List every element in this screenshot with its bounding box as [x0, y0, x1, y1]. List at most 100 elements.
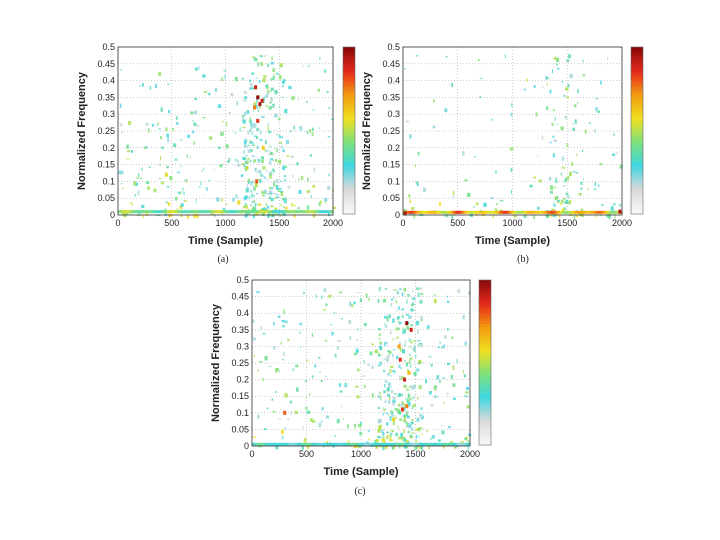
- y-tick-label: 0.3: [236, 341, 249, 351]
- y-tick-label: 0.25: [97, 126, 115, 136]
- hotspot: [397, 344, 401, 349]
- panel-caption: (b): [517, 254, 529, 265]
- y-tick-label: 0.3: [102, 109, 115, 119]
- hotspots: [283, 321, 413, 422]
- y-tick-label: 0.35: [382, 92, 400, 102]
- panel-caption: (c): [354, 486, 365, 497]
- hotspot: [283, 410, 287, 415]
- axes-frame: [117, 46, 334, 216]
- y-tick-label: 0.35: [97, 92, 115, 102]
- hotspot: [403, 211, 407, 216]
- x-tick-labels: 0 500 1000 1500 2000: [115, 218, 343, 228]
- hotspot: [261, 145, 265, 150]
- y-tick-label: 0.35: [231, 325, 249, 335]
- y-tick-label: 0.2: [102, 143, 115, 153]
- y-tick-label: 0.5: [236, 275, 249, 285]
- y-tick-label: 0.2: [236, 375, 249, 385]
- y-axis-label: Normalized Frequency: [76, 71, 88, 190]
- panel-0: 0 500 1000 1500 2000 0 0.05 0.1 0.15 0.2 0.25 0.3 0.…: [76, 42, 356, 265]
- x-tick-label: 1000: [215, 218, 235, 228]
- spectrum-texture: [118, 54, 336, 219]
- hotspot: [403, 377, 407, 382]
- y-tick-label: 0.45: [231, 292, 249, 302]
- y-tick-label: 0: [110, 210, 115, 220]
- y-tick-label: 0.15: [231, 391, 249, 401]
- y-tick-label: 0.05: [382, 193, 400, 203]
- hotspot: [400, 407, 404, 412]
- x-tick-labels: 0 500 1000 1500 2000: [249, 449, 480, 459]
- hotspot: [253, 105, 257, 110]
- x-axis-label: Time (Sample): [475, 235, 550, 247]
- baseline-band: [403, 210, 623, 214]
- hotspot: [256, 118, 260, 123]
- y-tick-label: 0: [244, 441, 249, 451]
- hotspot: [258, 102, 262, 107]
- y-tick-label: 0.5: [387, 42, 400, 52]
- x-tick-label: 0: [400, 218, 405, 228]
- hotspot: [554, 196, 558, 201]
- y-tick-label: 0.2: [387, 143, 400, 153]
- hotspot: [256, 95, 260, 100]
- x-tick-label: 2000: [323, 218, 343, 228]
- hotspot: [255, 179, 259, 184]
- hotspot: [467, 192, 471, 197]
- hotspots: [164, 85, 265, 184]
- axes-frame: [402, 46, 623, 216]
- x-tick-label: 1500: [557, 218, 577, 228]
- x-tick-label: 500: [164, 218, 179, 228]
- y-tick-label: 0.4: [387, 76, 400, 86]
- y-tick-label: 0.4: [102, 76, 115, 86]
- x-tick-label: 2000: [612, 218, 632, 228]
- colorbar: [630, 46, 644, 215]
- baseline-band: [252, 442, 471, 446]
- y-tick-labels: 0 0.05 0.1 0.15 0.2 0.25 0.3 0.35 0.4 0.45 0.5: [97, 42, 115, 220]
- hotspot: [618, 209, 622, 214]
- hotspot: [405, 321, 409, 326]
- y-tick-label: 0: [395, 210, 400, 220]
- y-tick-label: 0.05: [231, 424, 249, 434]
- y-tick-label: 0.25: [231, 358, 249, 368]
- baseline-band: [118, 210, 334, 214]
- y-tick-label: 0.45: [382, 59, 400, 69]
- panel-caption: (a): [217, 254, 228, 265]
- panel-1: 0 500 1000 1500 2000 0 0.05 0.1 0.15 0.2 0.25 0.3 0.…: [361, 42, 644, 265]
- y-tick-label: 0.05: [97, 193, 115, 203]
- hotspot: [392, 417, 396, 422]
- x-tick-label: 1000: [502, 218, 522, 228]
- y-tick-label: 0.25: [382, 126, 400, 136]
- x-axis-label: Time (Sample): [324, 466, 399, 478]
- x-axis-label: Time (Sample): [188, 235, 263, 247]
- hotspot: [164, 172, 168, 177]
- colorbar: [342, 46, 356, 215]
- hotspot: [405, 404, 409, 409]
- x-tick-label: 1500: [405, 449, 425, 459]
- y-tick-label: 0.1: [102, 176, 115, 186]
- y-tick-label: 0.3: [387, 109, 400, 119]
- y-tick-label: 0.1: [387, 176, 400, 186]
- hotspot: [260, 98, 264, 103]
- hotspot: [407, 370, 411, 375]
- x-tick-label: 2000: [460, 449, 480, 459]
- y-tick-labels: 0 0.05 0.1 0.15 0.2 0.25 0.3 0.35 0.4 0.45 0.5: [382, 42, 400, 220]
- y-tick-label: 0.5: [102, 42, 115, 52]
- y-tick-label: 0.45: [97, 59, 115, 69]
- axes-frame: [251, 279, 471, 447]
- x-tick-label: 1500: [269, 218, 289, 228]
- hotspot: [409, 327, 413, 332]
- y-tick-label: 0.15: [382, 160, 400, 170]
- hotspot: [398, 357, 402, 362]
- colorbar: [478, 279, 492, 446]
- x-tick-label: 500: [299, 449, 314, 459]
- y-tick-labels: 0 0.05 0.1 0.15 0.2 0.25 0.3 0.35 0.4 0.45 0.5: [231, 275, 249, 451]
- y-tick-label: 0.15: [97, 160, 115, 170]
- panel-2: 0 500 1000 1500 2000 0 0.05 0.1 0.15 0.2 0.25 0.3 0.…: [210, 275, 492, 497]
- x-tick-label: 0: [115, 218, 120, 228]
- y-tick-label: 0.1: [236, 408, 249, 418]
- hotspots: [403, 192, 622, 216]
- hotspot: [245, 165, 249, 170]
- x-tick-label: 0: [249, 449, 254, 459]
- x-tick-labels: 0 500 1000 1500 2000: [400, 218, 632, 228]
- y-axis-label: Normalized Frequency: [210, 303, 222, 422]
- y-axis-label: Normalized Frequency: [361, 71, 373, 190]
